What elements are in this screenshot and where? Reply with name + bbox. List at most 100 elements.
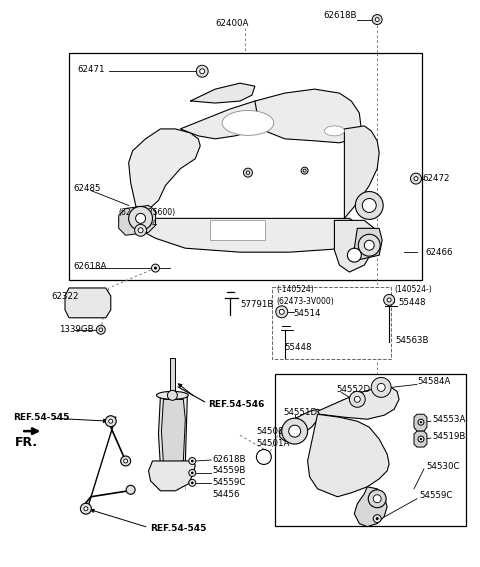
Text: 54552D: 54552D: [336, 385, 371, 394]
Text: 54559C: 54559C: [419, 491, 452, 500]
Polygon shape: [65, 288, 111, 318]
Circle shape: [368, 490, 386, 507]
Circle shape: [418, 419, 424, 425]
Circle shape: [191, 472, 193, 474]
Circle shape: [246, 171, 250, 175]
Text: 54530C: 54530C: [426, 463, 459, 471]
Circle shape: [189, 458, 196, 464]
Circle shape: [301, 167, 308, 174]
Polygon shape: [148, 461, 195, 491]
Circle shape: [384, 294, 395, 306]
Text: 62618B: 62618B: [212, 455, 246, 464]
Text: 62485: 62485: [73, 184, 100, 193]
Polygon shape: [158, 395, 187, 467]
Polygon shape: [180, 101, 268, 139]
Circle shape: [288, 425, 300, 437]
Circle shape: [191, 460, 193, 462]
Circle shape: [420, 438, 422, 440]
Text: 57791B: 57791B: [240, 301, 274, 310]
Bar: [272, 287, 391, 358]
Circle shape: [120, 456, 131, 466]
Text: 62472: 62472: [422, 174, 449, 183]
Circle shape: [364, 240, 374, 250]
Circle shape: [414, 177, 418, 181]
Text: 62466: 62466: [425, 248, 453, 257]
Text: (62473-2S600): (62473-2S600): [119, 208, 176, 217]
Text: 54559C: 54559C: [212, 479, 246, 488]
Polygon shape: [170, 358, 175, 395]
Text: 54514: 54514: [294, 310, 321, 318]
Polygon shape: [354, 487, 387, 527]
Polygon shape: [335, 221, 377, 272]
Text: (140524-): (140524-): [394, 285, 432, 294]
Bar: [275, 374, 466, 526]
Circle shape: [129, 206, 153, 230]
Circle shape: [81, 503, 91, 514]
Circle shape: [200, 69, 204, 74]
Text: 54519B: 54519B: [433, 431, 466, 441]
Text: FR.: FR.: [15, 435, 38, 448]
Circle shape: [154, 266, 157, 269]
Circle shape: [276, 306, 288, 318]
Circle shape: [124, 459, 128, 463]
Polygon shape: [161, 399, 185, 464]
Circle shape: [243, 168, 252, 177]
Ellipse shape: [222, 111, 274, 136]
Circle shape: [377, 383, 385, 391]
Circle shape: [134, 225, 146, 236]
Circle shape: [372, 15, 382, 24]
Text: 55448: 55448: [398, 298, 426, 307]
Circle shape: [84, 507, 88, 511]
Circle shape: [420, 421, 422, 424]
Circle shape: [279, 310, 284, 314]
Circle shape: [371, 378, 391, 397]
Bar: [210, 221, 265, 240]
Circle shape: [256, 450, 271, 464]
Circle shape: [109, 419, 113, 423]
Text: REF.54-545: REF.54-545: [13, 413, 70, 422]
Polygon shape: [414, 414, 427, 431]
Text: 1339GB: 1339GB: [59, 325, 94, 334]
Text: A: A: [261, 452, 266, 462]
Text: 54553A: 54553A: [433, 414, 466, 424]
Text: 55448: 55448: [285, 343, 312, 352]
Circle shape: [96, 325, 105, 334]
Circle shape: [362, 198, 376, 213]
Circle shape: [410, 173, 421, 184]
Circle shape: [282, 418, 308, 444]
Polygon shape: [119, 218, 361, 252]
Text: REF.54-546: REF.54-546: [208, 400, 264, 409]
Circle shape: [191, 481, 193, 484]
Text: 62618A: 62618A: [73, 261, 107, 270]
Text: 54514: 54514: [131, 219, 158, 228]
Circle shape: [373, 515, 381, 523]
Circle shape: [105, 416, 116, 426]
Text: 62400A: 62400A: [216, 19, 249, 28]
Circle shape: [418, 436, 424, 442]
Circle shape: [136, 213, 145, 223]
Text: REF.54-545: REF.54-545: [151, 524, 207, 533]
Polygon shape: [119, 205, 156, 235]
Circle shape: [99, 328, 103, 332]
Text: 54551D: 54551D: [284, 408, 318, 417]
Circle shape: [349, 391, 365, 407]
Text: (-140524): (-140524): [277, 285, 314, 294]
Text: A: A: [352, 251, 357, 260]
Polygon shape: [190, 83, 255, 103]
Text: 54456: 54456: [212, 490, 240, 500]
Polygon shape: [280, 409, 322, 441]
Circle shape: [375, 18, 379, 22]
Ellipse shape: [156, 391, 188, 399]
Polygon shape: [129, 129, 200, 218]
Text: 62322: 62322: [51, 293, 79, 302]
Circle shape: [138, 228, 143, 233]
Circle shape: [354, 396, 360, 403]
Circle shape: [168, 390, 178, 400]
Circle shape: [387, 298, 391, 302]
Text: (62473-3V000): (62473-3V000): [277, 298, 335, 306]
Text: 62471: 62471: [77, 65, 105, 74]
Circle shape: [376, 517, 379, 520]
Circle shape: [126, 485, 135, 494]
Polygon shape: [318, 387, 399, 419]
Circle shape: [303, 169, 306, 172]
